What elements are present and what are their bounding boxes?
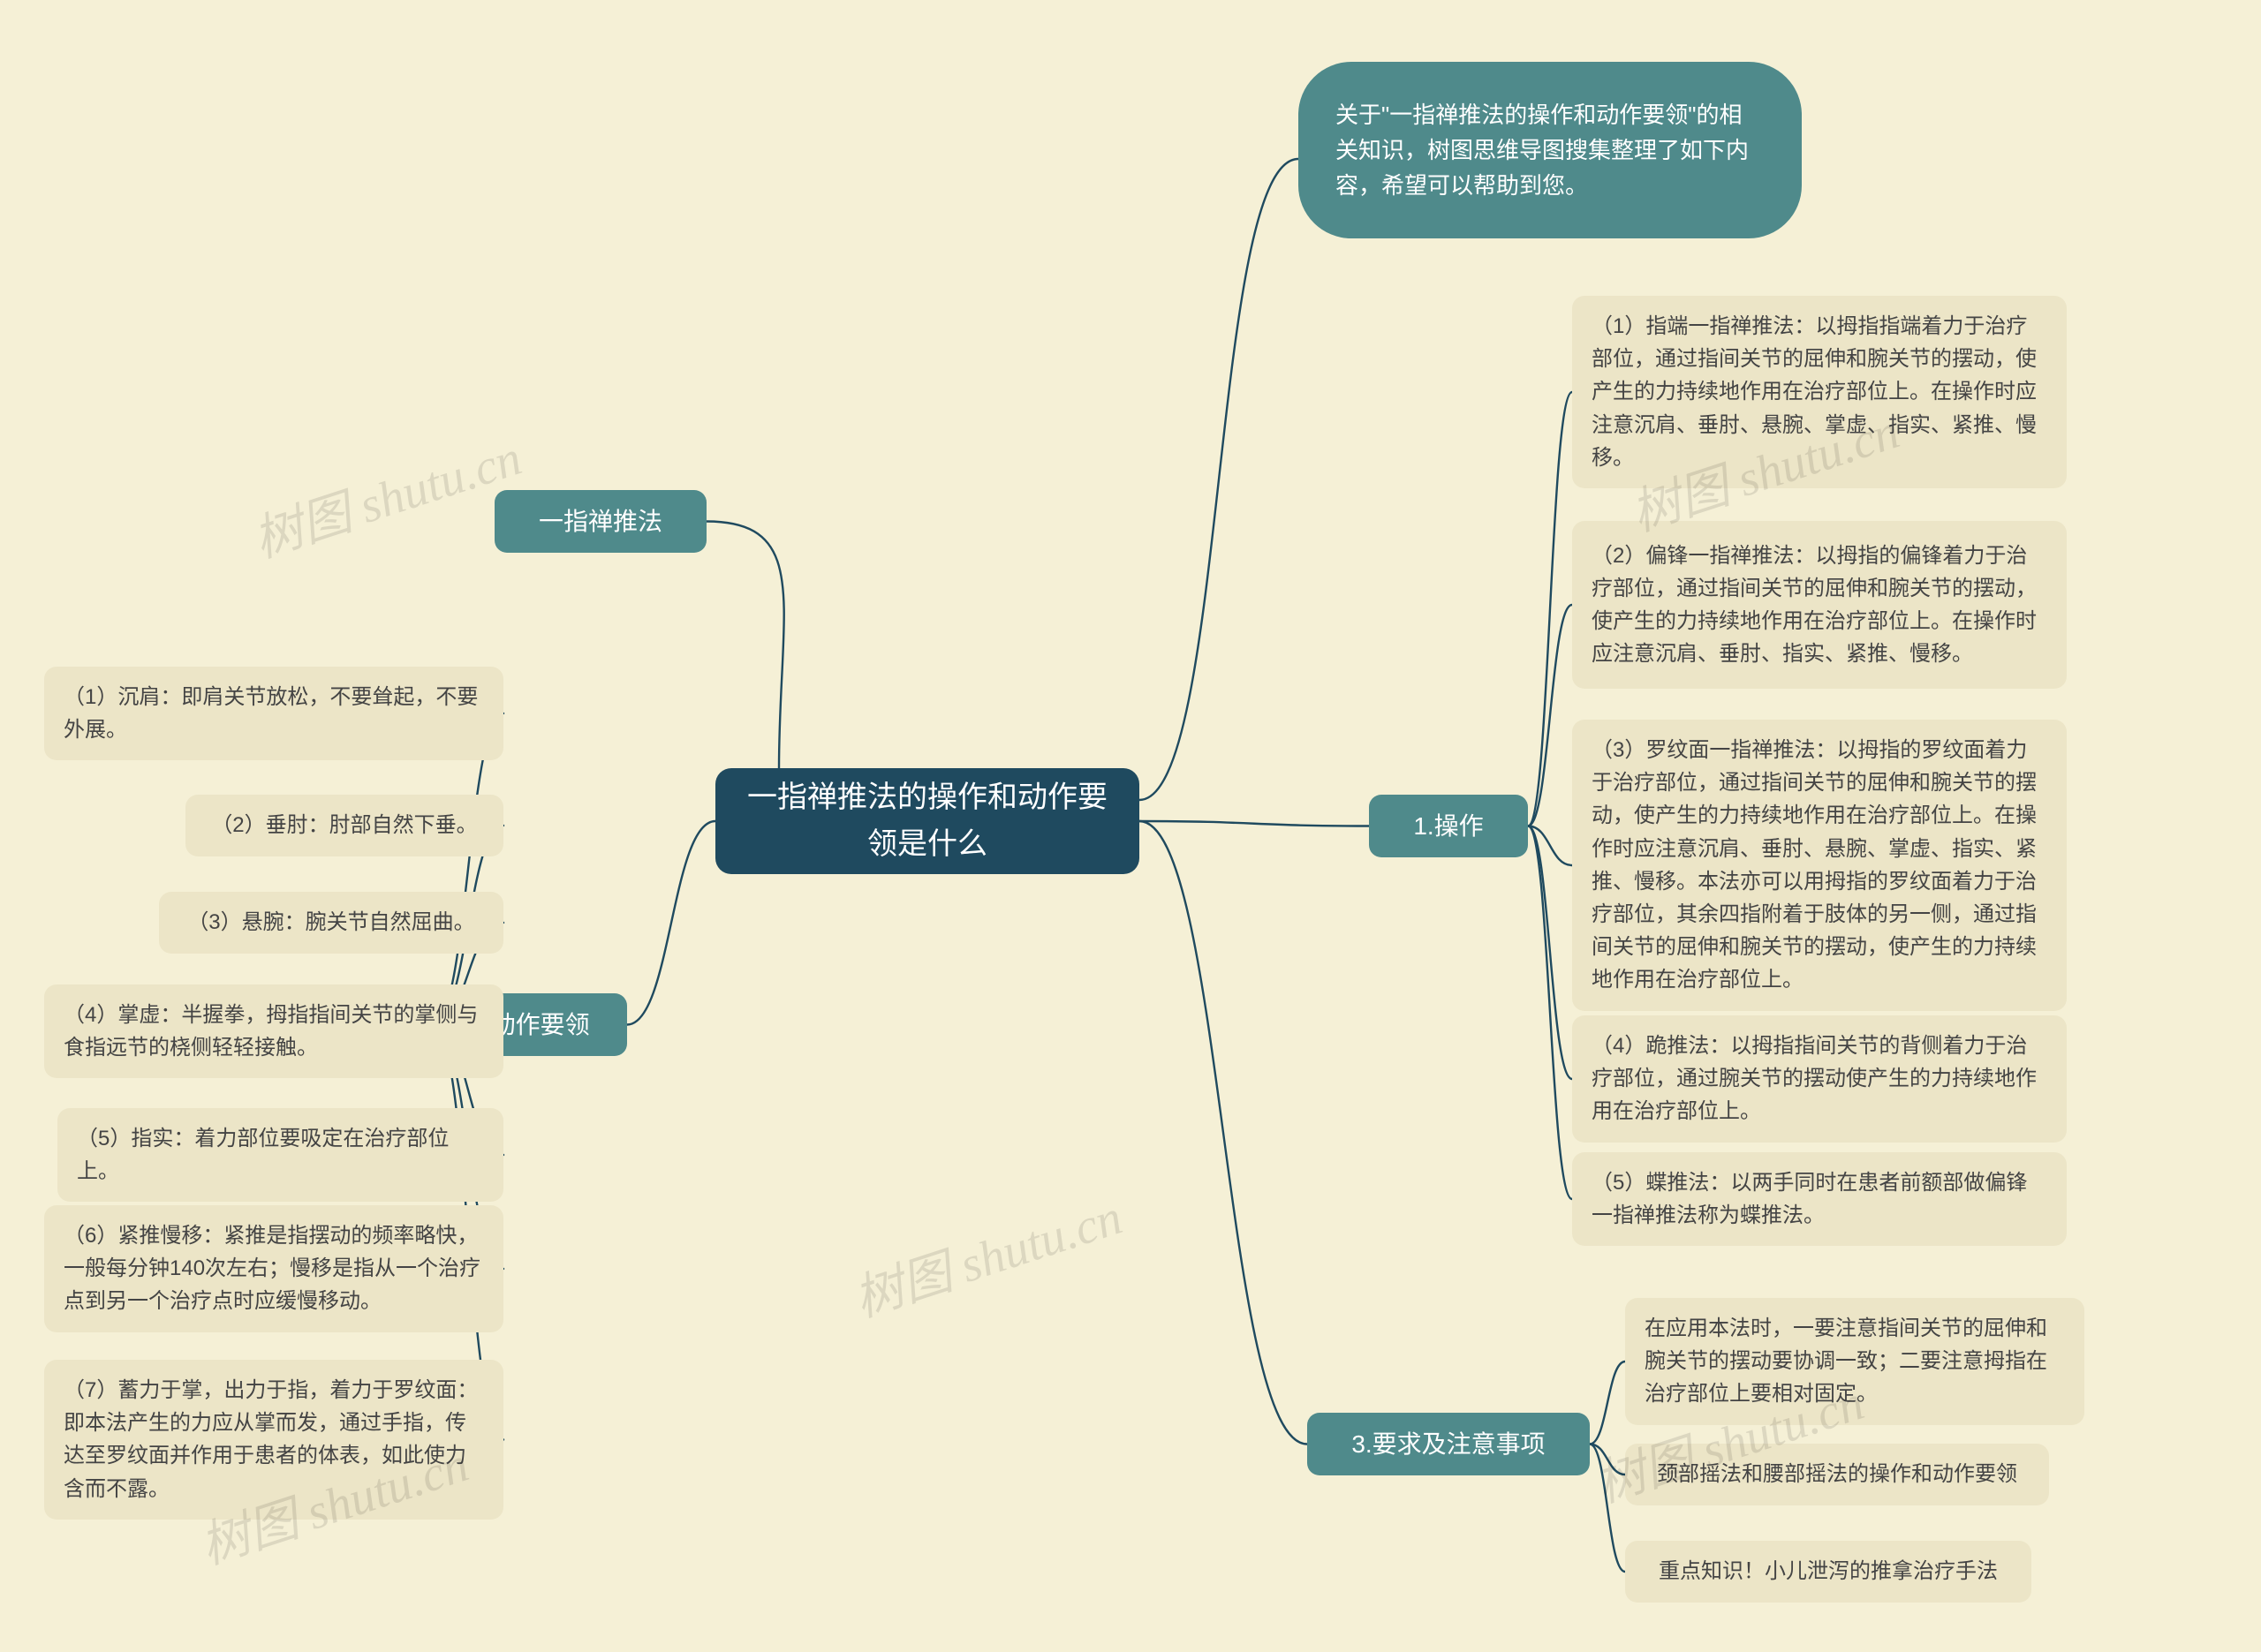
leaf-b2c5: （5）指实：着力部位要吸定在治疗部位上。: [57, 1108, 503, 1202]
leaf-b2c6-label: （6）紧推慢移：紧推是指摆动的频率略快，一般每分钟140次左右；慢移是指从一个治…: [64, 1219, 484, 1318]
leaf-b2c4: （4）掌虚：半握拳，拇指指间关节的掌侧与食指远节的桡侧轻轻接触。: [44, 984, 503, 1078]
leaf-b1c2: （2）偏锋一指禅推法：以拇指的偏锋着力于治疗部位，通过指间关节的屈伸和腕关节的摆…: [1572, 521, 2067, 689]
leaf-b2c3: （3）悬腕：腕关节自然屈曲。: [159, 892, 503, 954]
branch-b3[interactable]: 3.要求及注意事项: [1307, 1413, 1590, 1475]
branch-b0-label: 一指禅推法: [539, 502, 662, 540]
leaf-b2c2: （2）垂肘：肘部自然下垂。: [185, 795, 503, 856]
leaf-b1c1: （1）指端一指禅推法：以拇指指端着力于治疗部位，通过指间关节的屈伸和腕关节的摆动…: [1572, 296, 2067, 488]
branch-b1-label: 1.操作: [1413, 807, 1483, 845]
leaf-b2c4-label: （4）掌虚：半握拳，拇指指间关节的掌侧与食指远节的桡侧轻轻接触。: [64, 999, 484, 1064]
leaf-b1c3: （3）罗纹面一指禅推法：以拇指的罗纹面着力于治疗部位，通过指间关节的屈伸和腕关节…: [1572, 720, 2067, 1011]
intro-node: 关于"一指禅推法的操作和动作要领"的相关知识，树图思维导图搜集整理了如下内容，希…: [1298, 62, 1802, 238]
leaf-b1c2-label: （2）偏锋一指禅推法：以拇指的偏锋着力于治疗部位，通过指间关节的屈伸和腕关节的摆…: [1592, 539, 2047, 671]
leaf-b2c7: （7）蓄力于掌，出力于指，着力于罗纹面：即本法产生的力应从掌而发，通过手指，传达…: [44, 1360, 503, 1520]
leaf-b1c4-label: （4）跪推法：以拇指指间关节的背侧着力于治疗部位，通过腕关节的摆动使产生的力持续…: [1592, 1030, 2047, 1128]
leaf-b3c1-label: 在应用本法时，一要注意指间关节的屈伸和腕关节的摆动要协调一致；二要注意拇指在治疗…: [1645, 1312, 2065, 1411]
branch-b1[interactable]: 1.操作: [1369, 795, 1528, 857]
leaf-b2c2-label: （2）垂肘：肘部自然下垂。: [211, 809, 477, 841]
leaf-b2c6: （6）紧推慢移：紧推是指摆动的频率略快，一般每分钟140次左右；慢移是指从一个治…: [44, 1205, 503, 1332]
root-label: 一指禅推法的操作和动作要领是什么: [744, 774, 1111, 867]
mindmap-canvas: 一指禅推法的操作和动作要领是什么 关于"一指禅推法的操作和动作要领"的相关知识，…: [0, 0, 2261, 1652]
leaf-b2c5-label: （5）指实：着力部位要吸定在治疗部位上。: [77, 1122, 484, 1188]
leaf-b1c4: （4）跪推法：以拇指指间关节的背侧着力于治疗部位，通过腕关节的摆动使产生的力持续…: [1572, 1015, 2067, 1143]
leaf-b1c5: （5）蝶推法：以两手同时在患者前额部做偏锋一指禅推法称为蝶推法。: [1572, 1152, 2067, 1246]
leaf-b2c1: （1）沉肩：即肩关节放松，不要耸起，不要外展。: [44, 667, 503, 760]
branch-b3-label: 3.要求及注意事项: [1351, 1425, 1545, 1463]
root-node[interactable]: 一指禅推法的操作和动作要领是什么: [715, 768, 1139, 874]
leaf-b1c5-label: （5）蝶推法：以两手同时在患者前额部做偏锋一指禅推法称为蝶推法。: [1592, 1166, 2047, 1232]
leaf-b2c1-label: （1）沉肩：即肩关节放松，不要耸起，不要外展。: [64, 681, 484, 746]
leaf-b3c2-label: 颈部摇法和腰部摇法的操作和动作要领: [1657, 1458, 2017, 1490]
watermark: 树图 shutu.cn: [843, 1177, 1130, 1331]
leaf-b1c1-label: （1）指端一指禅推法：以拇指指端着力于治疗部位，通过指间关节的屈伸和腕关节的摆动…: [1592, 310, 2047, 474]
leaf-b3c3: 重点知识！小儿泄泻的推拿治疗手法: [1625, 1541, 2031, 1603]
leaf-b1c3-label: （3）罗纹面一指禅推法：以拇指的罗纹面着力于治疗部位，通过指间关节的屈伸和腕关节…: [1592, 734, 2047, 997]
leaf-b2c3-label: （3）悬腕：腕关节自然屈曲。: [187, 906, 474, 939]
leaf-b2c7-label: （7）蓄力于掌，出力于指，着力于罗纹面：即本法产生的力应从掌而发，通过手指，传达…: [64, 1374, 484, 1505]
leaf-b3c3-label: 重点知识！小儿泄泻的推拿治疗手法: [1659, 1555, 1998, 1588]
watermark: 树图 shutu.cn: [243, 418, 529, 571]
leaf-b3c1: 在应用本法时，一要注意指间关节的屈伸和腕关节的摆动要协调一致；二要注意拇指在治疗…: [1625, 1298, 2084, 1425]
intro-text: 关于"一指禅推法的操作和动作要领"的相关知识，树图思维导图搜集整理了如下内容，希…: [1335, 97, 1765, 204]
leaf-b3c2: 颈部摇法和腰部摇法的操作和动作要领: [1625, 1444, 2049, 1505]
branch-b0[interactable]: 一指禅推法: [495, 490, 707, 553]
